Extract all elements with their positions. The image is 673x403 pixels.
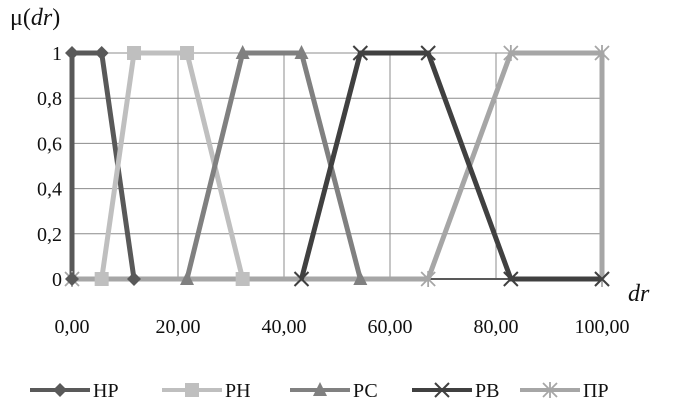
x-tick-label-3: 60,00 [368, 316, 413, 338]
series-0-point-0 [65, 272, 79, 286]
series-2-point-0 [180, 271, 195, 285]
series-3-point-4 [594, 271, 610, 287]
series-line-3 [299, 50, 602, 282]
series-3-point-2 [420, 45, 436, 61]
legend-marker-3-stroke-b [434, 382, 450, 398]
legend: НР РН РС РВ ПР [30, 380, 609, 402]
x-axis-title: dr [628, 281, 650, 307]
legend-label-1: РН [225, 380, 251, 402]
series-0-point-1 [65, 46, 79, 60]
y-axis-title: μ(dr) [10, 5, 60, 31]
legend-label-2: РС [353, 380, 378, 402]
x-tick-label-5: 100,00 [575, 316, 630, 338]
series-3-point-2-stroke-b [420, 45, 436, 61]
series-line-0 [69, 50, 137, 280]
series-3-point-3-stroke-b [503, 271, 519, 287]
legend-label-4: ПР [583, 380, 609, 402]
y-axis-title-var: dr [31, 5, 53, 31]
y-tick-label-4: 0,8 [37, 88, 62, 110]
legend-marker-0 [53, 383, 67, 397]
series-3-point-4-stroke-b [594, 271, 610, 287]
series-3-point-0-stroke-b [293, 271, 310, 287]
y-tick-label-3: 0,6 [37, 133, 62, 155]
series-2-point-1 [235, 45, 250, 59]
y-tick-label-1: 0,2 [37, 224, 62, 246]
legend-label-0: НР [93, 380, 119, 402]
legend-marker-4 [542, 382, 558, 398]
y-tick-label-5: 1 [52, 43, 62, 65]
series-2-point-3 [353, 271, 368, 285]
series-3-point-0 [293, 271, 310, 287]
series-group [64, 45, 610, 287]
tick-labels: 0 0,2 0,4 0,6 0,8 1 0,00 20,00 40,00 60,00 80,00 10… [37, 43, 630, 338]
series-line-1 [99, 50, 246, 280]
x-tick-label-0: 0,00 [55, 316, 90, 338]
series-0-point-3 [127, 272, 142, 286]
series-4-point-1 [420, 271, 436, 287]
y-tick-label-0: 0 [52, 269, 62, 291]
series-2-point-2 [294, 45, 309, 59]
series-0-point-2 [94, 46, 109, 60]
y-axis-title-suffix: ) [52, 5, 60, 31]
series-line-2 [184, 50, 363, 280]
y-tick-label-2: 0,4 [37, 179, 62, 201]
y-axis-title-prefix: μ( [10, 5, 31, 31]
series-4-point-3 [594, 45, 610, 61]
series-4-point-2 [503, 45, 519, 61]
x-tick-label-4: 80,00 [474, 316, 519, 338]
legend-marker-2 [313, 382, 327, 396]
series-3-point-1-stroke-b [352, 45, 369, 61]
series-3-point-1 [352, 45, 369, 61]
legend-label-3: РВ [475, 380, 499, 402]
axes [71, 53, 602, 280]
series-1-point-0 [94, 272, 109, 286]
x-tick-label-2: 40,00 [262, 316, 307, 338]
legend-marker-1 [185, 383, 199, 397]
series-3-point-3 [503, 271, 519, 287]
series-1-point-2 [180, 46, 195, 60]
series-1-point-3 [235, 272, 250, 286]
series-line-4 [72, 50, 605, 282]
series-1-point-1 [127, 46, 142, 60]
x-tick-label-1: 20,00 [156, 316, 201, 338]
grid [71, 52, 603, 280]
legend-marker-3 [434, 382, 450, 398]
